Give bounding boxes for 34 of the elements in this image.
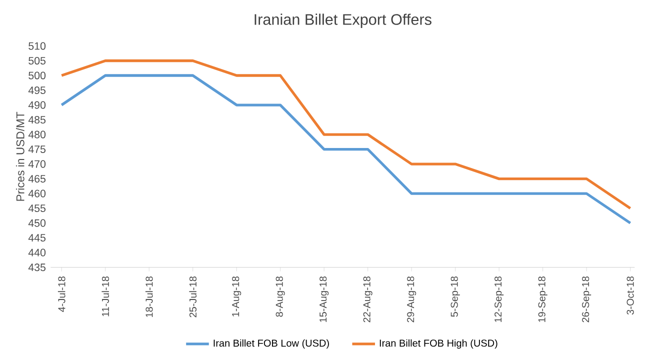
y-tick-label: 475 (28, 146, 46, 154)
y-tick-label: 450 (28, 219, 46, 227)
x-tick-label: 4-Jul-18 (58, 276, 66, 312)
x-tick-label: 29-Aug-18 (407, 276, 416, 322)
y-tick-label: 490 (28, 101, 46, 109)
x-tick-label: 8-Aug-18 (276, 276, 285, 317)
x-tick-label: 26-Sep-18 (582, 276, 592, 322)
y-tick-label: 465 (28, 175, 46, 183)
y-tick-label: 435 (28, 264, 46, 272)
x-tick-label: 25-Jul-18 (189, 276, 197, 318)
y-tick-label: 470 (28, 160, 46, 168)
x-tick-label: 11-Jul-18 (102, 276, 110, 316)
y-tick-label: 455 (28, 204, 46, 212)
x-tick-label: 18-Jul-18 (145, 276, 153, 317)
x-tick-label: 5-Sep-18 (450, 276, 460, 317)
y-tick-label: 445 (28, 234, 46, 242)
y-tick-label: 495 (28, 86, 46, 94)
legend-label: Iran Billet FOB Low (USD) (214, 339, 329, 349)
x-tick-label: 19-Sep-18 (538, 276, 548, 322)
y-axis-title: Prices in USD/MT (16, 112, 24, 201)
x-tick-label: 3-Oct-18 (626, 276, 634, 315)
x-tick-label: 22-Aug-18 (363, 276, 372, 322)
y-tick-label: 480 (28, 130, 46, 138)
y-tick-label: 460 (28, 190, 46, 198)
x-tick-label: 12-Sep-18 (494, 276, 504, 322)
chart-title: Iranian Billet Export Offers (254, 14, 432, 28)
y-tick-label: 485 (28, 116, 46, 124)
legend-label: Iran Billet FOB High (USD) (380, 339, 498, 349)
y-tick-label: 505 (28, 56, 46, 65)
x-tick-label: 1-Aug-18 (232, 276, 242, 316)
y-tick-label: 500 (28, 72, 46, 80)
x-tick-label: 15-Aug-18 (320, 276, 329, 322)
y-tick-label: 510 (28, 42, 46, 50)
y-tick-label: 440 (28, 248, 46, 256)
